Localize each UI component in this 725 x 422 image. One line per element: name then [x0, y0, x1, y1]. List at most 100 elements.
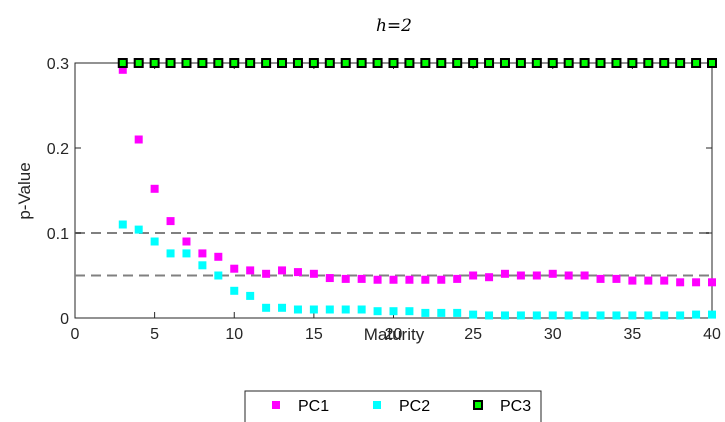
- data-point: [149, 58, 160, 68]
- series-pc1: [118, 65, 716, 287]
- data-point: [118, 220, 127, 229]
- data-point: [405, 307, 414, 316]
- data-point: [324, 58, 335, 68]
- data-point: [230, 286, 239, 295]
- data-point: [692, 278, 701, 287]
- data-point: [643, 58, 654, 68]
- data-point: [676, 278, 685, 287]
- plot-area: 0 5 10 15 20 25 30 35 40 0 0.1 0.2 0.3: [47, 56, 721, 343]
- data-point: [484, 58, 495, 68]
- data-point: [389, 275, 398, 284]
- data-point: [660, 311, 669, 320]
- data-point: [436, 58, 447, 68]
- legend-marker-pc1: [272, 401, 280, 409]
- data-point: [182, 249, 191, 258]
- data-point: [516, 271, 525, 280]
- data-point: [293, 268, 302, 277]
- data-point: [453, 274, 462, 283]
- data-point: [182, 237, 191, 246]
- data-point: [579, 58, 590, 68]
- legend-box: [244, 390, 542, 422]
- data-point: [644, 311, 653, 320]
- y-axis-label: p-Value: [15, 162, 34, 219]
- x-tick-label: 15: [305, 326, 323, 343]
- data-point: [547, 58, 558, 68]
- data-point: [309, 269, 318, 278]
- data-point: [309, 305, 318, 314]
- data-point: [676, 311, 685, 320]
- data-point: [198, 249, 207, 258]
- data-point: [532, 311, 541, 320]
- x-tick-label: 30: [544, 326, 562, 343]
- data-point: [564, 311, 573, 320]
- data-point: [548, 269, 557, 278]
- data-point: [166, 217, 175, 226]
- data-point: [181, 58, 192, 68]
- data-point: [230, 264, 239, 273]
- data-point: [372, 58, 383, 68]
- data-point: [388, 58, 399, 68]
- chart-title: h=2: [376, 16, 412, 36]
- data-point: [213, 58, 224, 68]
- y-tick-label: 0.2: [47, 141, 69, 158]
- data-point: [246, 291, 255, 300]
- data-point: [499, 58, 510, 68]
- data-point: [245, 58, 256, 68]
- data-point: [278, 303, 287, 312]
- data-point: [357, 305, 366, 314]
- data-point: [660, 276, 669, 285]
- data-point: [389, 307, 398, 316]
- data-point: [469, 271, 478, 280]
- data-point: [214, 252, 223, 261]
- data-point: [341, 274, 350, 283]
- data-point: [405, 275, 414, 284]
- data-point: [373, 275, 382, 284]
- data-point: [708, 310, 716, 319]
- data-point: [150, 237, 159, 246]
- data-point: [595, 58, 606, 68]
- data-point: [278, 266, 287, 275]
- data-point: [692, 310, 701, 319]
- data-point: [628, 311, 637, 320]
- data-point: [612, 311, 621, 320]
- data-point: [308, 58, 319, 68]
- data-point: [659, 58, 670, 68]
- data-point: [197, 58, 208, 68]
- data-point: [117, 58, 128, 68]
- data-point: [134, 135, 143, 144]
- data-point: [277, 58, 288, 68]
- data-point: [420, 58, 431, 68]
- data-point: [485, 273, 494, 282]
- data-point: [500, 311, 509, 320]
- data-point: [580, 271, 589, 280]
- data-point: [515, 58, 526, 68]
- legend-marker-pc3: [473, 400, 483, 410]
- data-point: [373, 307, 382, 316]
- data-point: [708, 278, 716, 287]
- data-point: [325, 274, 334, 283]
- x-tick-label: 5: [150, 326, 159, 343]
- data-point: [531, 58, 542, 68]
- data-point: [198, 261, 207, 270]
- data-point: [644, 276, 653, 285]
- data-point: [580, 311, 589, 320]
- legend: PC1 PC2 PC3: [244, 390, 542, 422]
- x-tick-label: 25: [464, 326, 482, 343]
- data-point: [357, 274, 366, 283]
- data-point: [452, 58, 463, 68]
- data-point: [262, 269, 271, 278]
- y-tick-label: 0.1: [47, 226, 69, 243]
- data-point: [468, 58, 479, 68]
- data-point: [596, 311, 605, 320]
- data-point: [133, 58, 144, 68]
- legend-marker-pc2: [373, 401, 381, 409]
- data-point: [675, 58, 686, 68]
- data-point: [261, 58, 272, 68]
- data-point: [229, 58, 240, 68]
- data-point: [485, 311, 494, 320]
- x-tick-label: 40: [703, 326, 721, 343]
- data-point: [437, 308, 446, 317]
- data-point: [404, 58, 415, 68]
- data-point: [356, 58, 367, 68]
